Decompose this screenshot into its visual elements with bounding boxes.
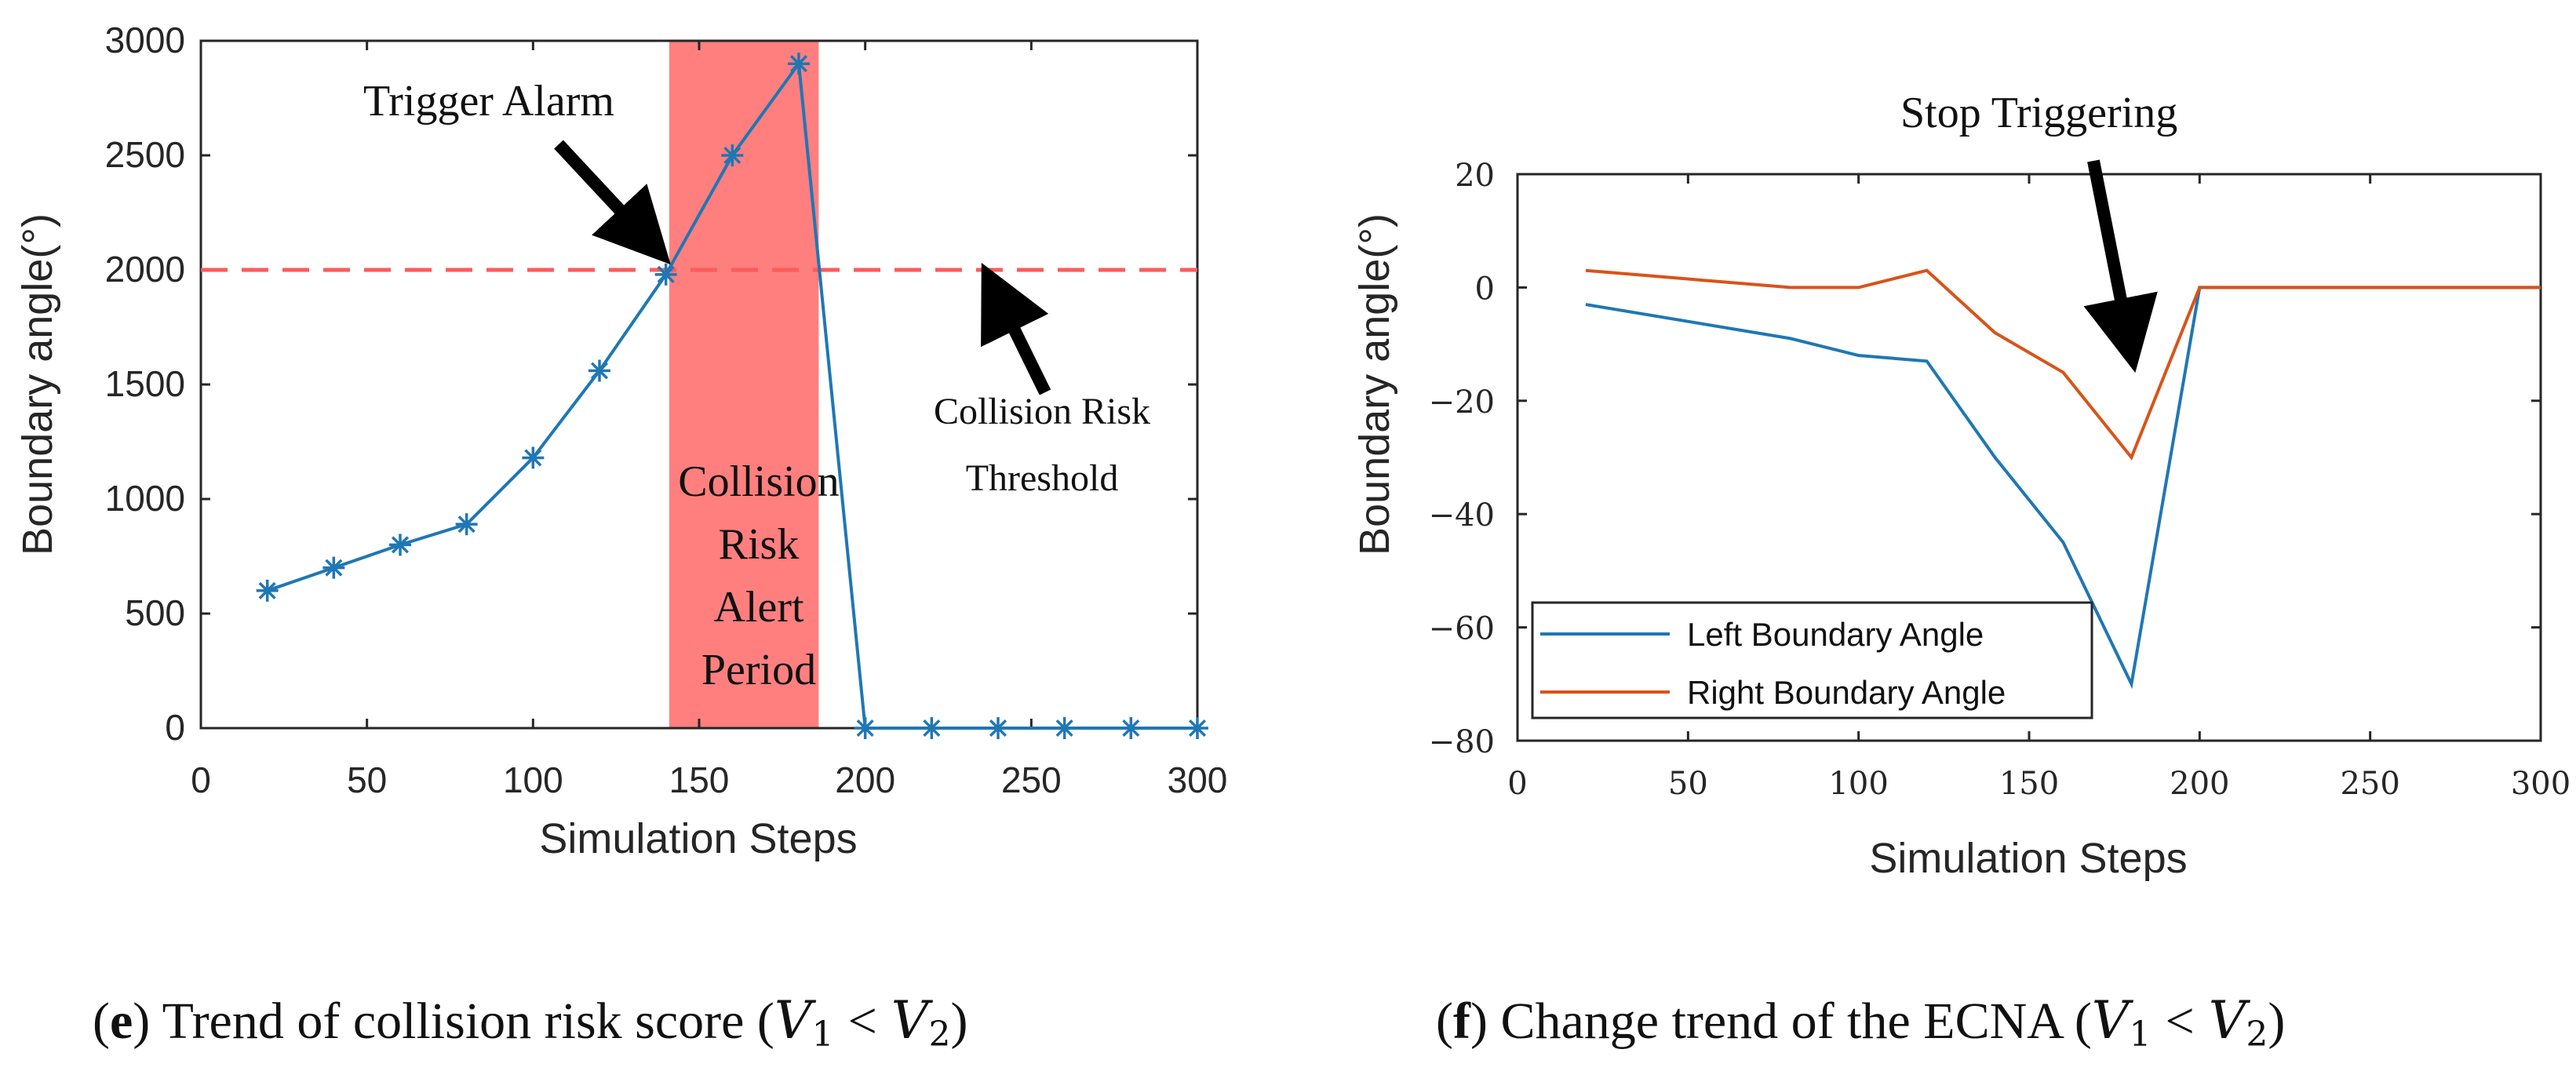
e-y-tick-label: 2000 — [105, 249, 185, 290]
e-y-tick-labels: 0 500 1000 1500 2000 2500 3000 — [105, 20, 185, 748]
threshold-arrow-icon — [981, 262, 1051, 395]
f-x-axis-label: Simulation Steps — [1869, 835, 2187, 882]
e-x-tick-label: 50 — [347, 760, 387, 800]
f-series-right-line — [1585, 268, 2541, 461]
e-y-tick-label: 500 — [125, 592, 185, 633]
legend-label-left: Left Boundary Angle — [1687, 616, 1984, 653]
e-x-tick-label: 300 — [1168, 760, 1228, 800]
e-x-tick-label: 250 — [1001, 760, 1062, 800]
caption-e: (e) Trend of collision risk score (V1 < V2… — [93, 990, 967, 1055]
alert-period-label-2: Risk — [719, 520, 800, 569]
e-data-point — [654, 263, 677, 286]
e-data-point — [1120, 717, 1142, 739]
f-y-tick-labels: −80 −60 −40 −20 0 20 — [1429, 158, 1495, 760]
e-y-tick-label: 3000 — [105, 20, 185, 60]
e-x-tick-label: 100 — [503, 760, 563, 800]
e-y-tick-label: 0 — [165, 707, 185, 748]
trigger-arrow-icon — [554, 140, 671, 265]
e-data-point — [389, 534, 411, 556]
e-data-point — [522, 446, 545, 469]
e-data-point — [1186, 717, 1208, 739]
e-data-point — [588, 359, 610, 382]
e-x-tick-label: 0 — [191, 760, 211, 800]
stop-triggering-annotation: Stop Triggering — [1900, 89, 2177, 137]
e-series-group — [256, 53, 1208, 739]
e-data-point — [256, 579, 279, 602]
f-x-tick-label: 150 — [1999, 766, 2059, 802]
e-data-point — [455, 513, 478, 536]
e-data-point — [322, 556, 345, 579]
f-y-tick-label: 0 — [1475, 271, 1495, 307]
e-y-tick-label: 1500 — [105, 363, 185, 404]
f-y-tick-label: −80 — [1429, 724, 1495, 760]
e-data-point — [854, 717, 876, 739]
alert-period-label-3: Alert — [713, 583, 804, 632]
alert-period-label-4: Period — [701, 646, 816, 694]
f-y-tick-label: −20 — [1429, 384, 1495, 421]
f-x-tick-labels: 0 50 100 150 200 250 300 — [1507, 766, 2571, 802]
e-x-tick-label: 150 — [669, 760, 730, 800]
e-x-axis-label: Simulation Steps — [539, 815, 857, 862]
threshold-label-1: Collision Risk — [934, 391, 1150, 432]
e-data-point — [721, 144, 744, 166]
f-y-tick-label: −40 — [1429, 497, 1495, 534]
chart-e: 0 50 100 150 200 250 300 0 500 1000 1500 2000 2500 3… — [14, 20, 1227, 1055]
caption-f: (f) Change trend of the ECNA (V1 < V2) — [1436, 990, 2285, 1055]
e-y-tick-label: 1000 — [105, 478, 185, 519]
f-series-group — [1585, 268, 2541, 690]
f-y-tick-label: −60 — [1429, 611, 1495, 647]
threshold-label-2: Threshold — [966, 457, 1119, 499]
f-y-axis-label: Boundary angle(°) — [1351, 213, 1398, 556]
f-x-tick-label: 200 — [2170, 766, 2229, 802]
legend-box — [1531, 601, 2093, 719]
legend: Left Boundary Angle Right Boundary Angle — [1531, 601, 2093, 719]
f-x-tick-label: 0 — [1507, 766, 1527, 802]
f-x-tick-label: 50 — [1668, 766, 1708, 802]
stop-arrow-icon — [2083, 159, 2158, 373]
f-x-tick-label: 300 — [2511, 766, 2571, 802]
e-x-tick-label: 200 — [835, 760, 895, 800]
chart-f: 0 50 100 150 200 250 300 −80 −60 −40 −20 0 20 Simul… — [1351, 89, 2571, 1055]
e-data-point — [1053, 717, 1076, 739]
e-data-point — [987, 717, 1009, 739]
trigger-alarm-annotation: Trigger Alarm — [363, 77, 614, 126]
f-y-tick-label: 20 — [1455, 158, 1495, 194]
e-y-axis-label: Boundary angle(°) — [14, 213, 61, 556]
e-data-point — [788, 53, 810, 75]
e-x-tick-labels: 0 50 100 150 200 250 300 — [191, 760, 1227, 800]
e-data-point — [920, 717, 943, 739]
legend-label-right: Right Boundary Angle — [1687, 674, 2006, 711]
e-y-tick-label: 2500 — [105, 134, 185, 175]
alert-period-label-1: Collision — [678, 457, 839, 506]
alert-period-band — [669, 41, 819, 728]
f-x-tick-label: 250 — [2340, 766, 2399, 802]
f-x-tick-label: 100 — [1828, 766, 1888, 802]
